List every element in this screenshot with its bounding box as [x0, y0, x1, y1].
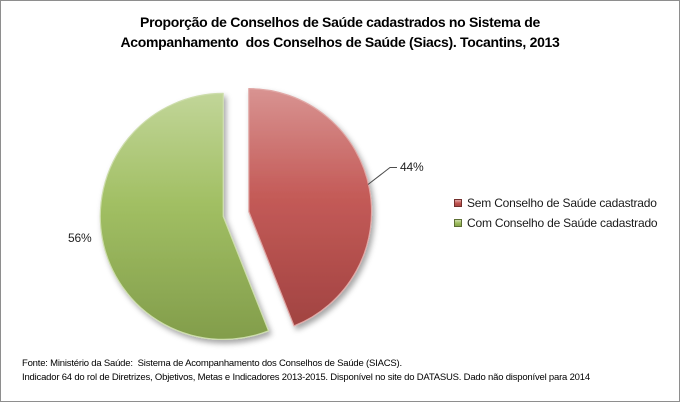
chart-title-line1: Proporção de Conselhos de Saúde cadastra…: [140, 14, 540, 30]
legend-label-sem: Sem Conselho de Saúde cadastrado: [467, 196, 657, 210]
legend-label-com: Com Conselho de Saúde cadastrado: [467, 216, 658, 230]
data-label-leader-line: [367, 167, 397, 185]
legend-item-com[interactable]: Com Conselho de Saúde cadastrado: [454, 213, 658, 233]
pie-slice-sem[interactable]: [248, 88, 373, 327]
data-label-sem: 44%: [400, 160, 424, 174]
chart-title: Proporção de Conselhos de Saúde cadastra…: [1, 12, 679, 52]
source-note-line1: Fonte: Ministério da Saúde: Sistema de A…: [22, 358, 402, 369]
source-note-line2: Indicador 64 do rol de Diretrizes, Objet…: [22, 371, 590, 383]
legend-item-sem[interactable]: Sem Conselho de Saúde cadastrado: [454, 193, 657, 213]
pie-slice-com[interactable]: [99, 92, 270, 340]
data-label-com: 56%: [68, 231, 92, 245]
source-note: Fonte: Ministério da Saúde: Sistema de A…: [22, 357, 590, 384]
legend-swatch-com-icon: [454, 219, 462, 227]
legend: Sem Conselho de Saúde cadastrado Com Con…: [454, 193, 658, 233]
chart-title-line2: Acompanhamento dos Conselhos de Saúde (S…: [120, 34, 560, 50]
legend-swatch-sem-icon: [454, 199, 462, 207]
